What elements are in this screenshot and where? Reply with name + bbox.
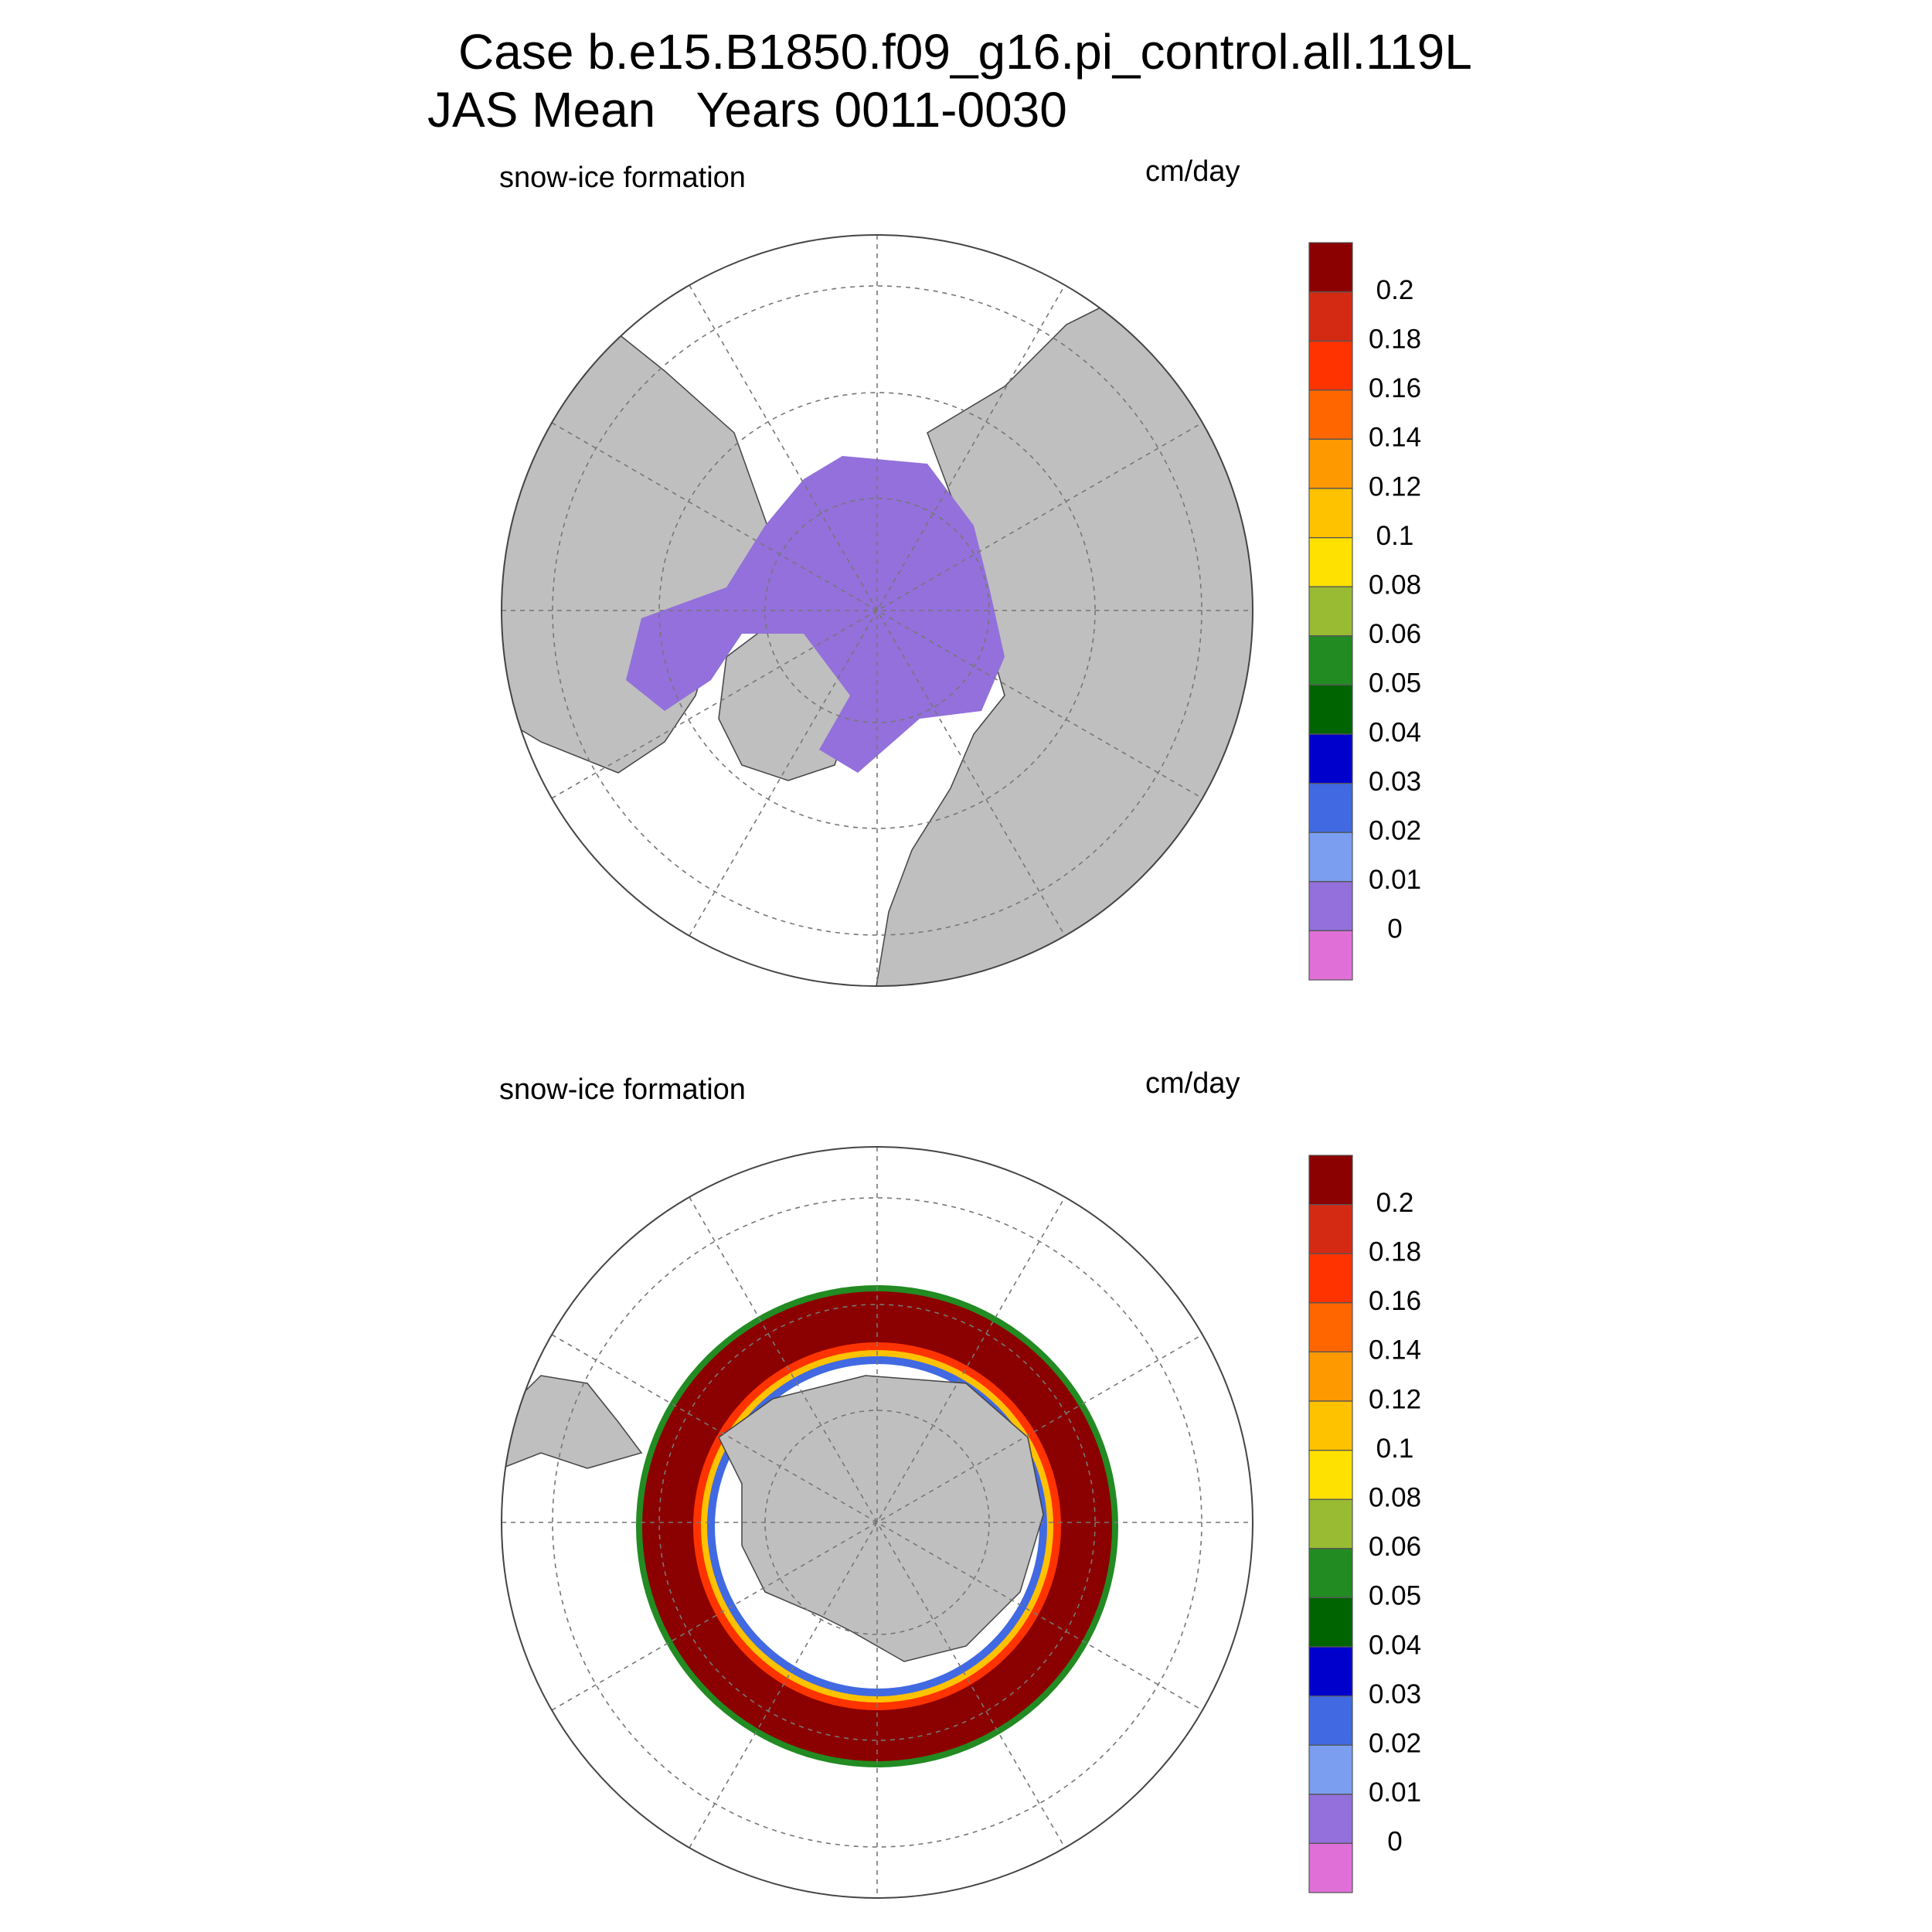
colorbar-label: 0.05	[1369, 668, 1421, 699]
colorbar-box	[1308, 1794, 1353, 1845]
colorbar-label: 0.2	[1376, 275, 1414, 305]
colorbar-box	[1308, 733, 1353, 784]
colorbar-label: 0.04	[1369, 1630, 1421, 1660]
colorbar-box	[1308, 1744, 1353, 1795]
colorbar-label: 0.08	[1369, 1482, 1421, 1512]
colorbar-label: 0.01	[1369, 1777, 1421, 1808]
colorbar-label: 0.12	[1369, 1384, 1421, 1414]
colorbar-label: 0.2	[1376, 1188, 1414, 1218]
panel-label: snow-ice formation	[499, 162, 746, 194]
colorbar-box	[1308, 389, 1353, 440]
colorbar-box	[1308, 586, 1353, 637]
colorbar-label: 0.12	[1369, 471, 1421, 502]
colorbar-label: 0.14	[1369, 423, 1421, 453]
colorbar-label: 0.16	[1369, 1286, 1421, 1316]
colorbar-label: 0.01	[1369, 865, 1421, 895]
colorbar-box	[1308, 1400, 1353, 1451]
colorbar-box	[1308, 340, 1353, 391]
colorbar-box	[1308, 1302, 1353, 1353]
colorbar-label: 0	[1387, 914, 1402, 944]
title-line: Case b.e15.B1850.f09_g16.pi_control.all.…	[458, 24, 1472, 80]
colorbar-box	[1308, 1449, 1353, 1500]
colorbar-box	[1308, 488, 1353, 539]
colorbar-box	[1308, 1646, 1353, 1697]
panel-label: snow-ice formation	[499, 1073, 746, 1106]
colorbar-label: 0.1	[1376, 521, 1414, 551]
colorbar-box	[1308, 684, 1353, 735]
colorbar-label: 0.08	[1369, 570, 1421, 600]
colorbar-label: 0.18	[1369, 1236, 1421, 1267]
colorbar-box	[1308, 1696, 1353, 1746]
colorbar-label: 0.06	[1369, 1532, 1421, 1562]
colorbar-label: 0.06	[1369, 619, 1421, 649]
colorbar-box	[1308, 1597, 1353, 1648]
colorbar-box	[1308, 291, 1353, 342]
colorbar-box	[1308, 635, 1353, 685]
colorbar-box	[1308, 536, 1353, 587]
colorbar-box	[1308, 1351, 1353, 1402]
map-grid	[501, 234, 1253, 987]
colorbar-label: 0.03	[1369, 1679, 1421, 1709]
colorbar-box	[1308, 930, 1353, 981]
colorbar-box	[1308, 1203, 1353, 1254]
map-grid	[501, 1146, 1253, 1899]
colorbar-box	[1308, 1253, 1353, 1304]
colorbar-label: 0.04	[1369, 717, 1421, 747]
colorbar-label: 0.14	[1369, 1335, 1421, 1366]
units-label: cm/day	[1145, 1067, 1240, 1100]
colorbar-label: 0.1	[1376, 1434, 1414, 1464]
colorbar-label: 0.02	[1369, 815, 1421, 845]
title-line: JAS Mean Years 0011-0030	[427, 82, 1067, 138]
colorbar-box	[1308, 1842, 1353, 1893]
units-label: cm/day	[1145, 155, 1240, 188]
colorbar-label: 0.16	[1369, 373, 1421, 403]
colorbar-box	[1308, 881, 1353, 932]
colorbar-label: 0.03	[1369, 767, 1421, 797]
colorbar-label: 0.18	[1369, 324, 1421, 354]
colorbar-box	[1308, 1548, 1353, 1599]
colorbar-box	[1308, 1155, 1353, 1206]
colorbar-label: 0.05	[1369, 1581, 1421, 1611]
colorbar-label: 0	[1387, 1827, 1402, 1857]
arctic-map	[502, 235, 1253, 986]
colorbar-box	[1308, 782, 1353, 833]
colorbar-box	[1308, 438, 1353, 489]
colorbar-box	[1308, 242, 1353, 293]
colorbar-box	[1308, 1498, 1353, 1549]
colorbar-label: 0.02	[1369, 1728, 1421, 1758]
colorbar-box	[1308, 832, 1353, 883]
